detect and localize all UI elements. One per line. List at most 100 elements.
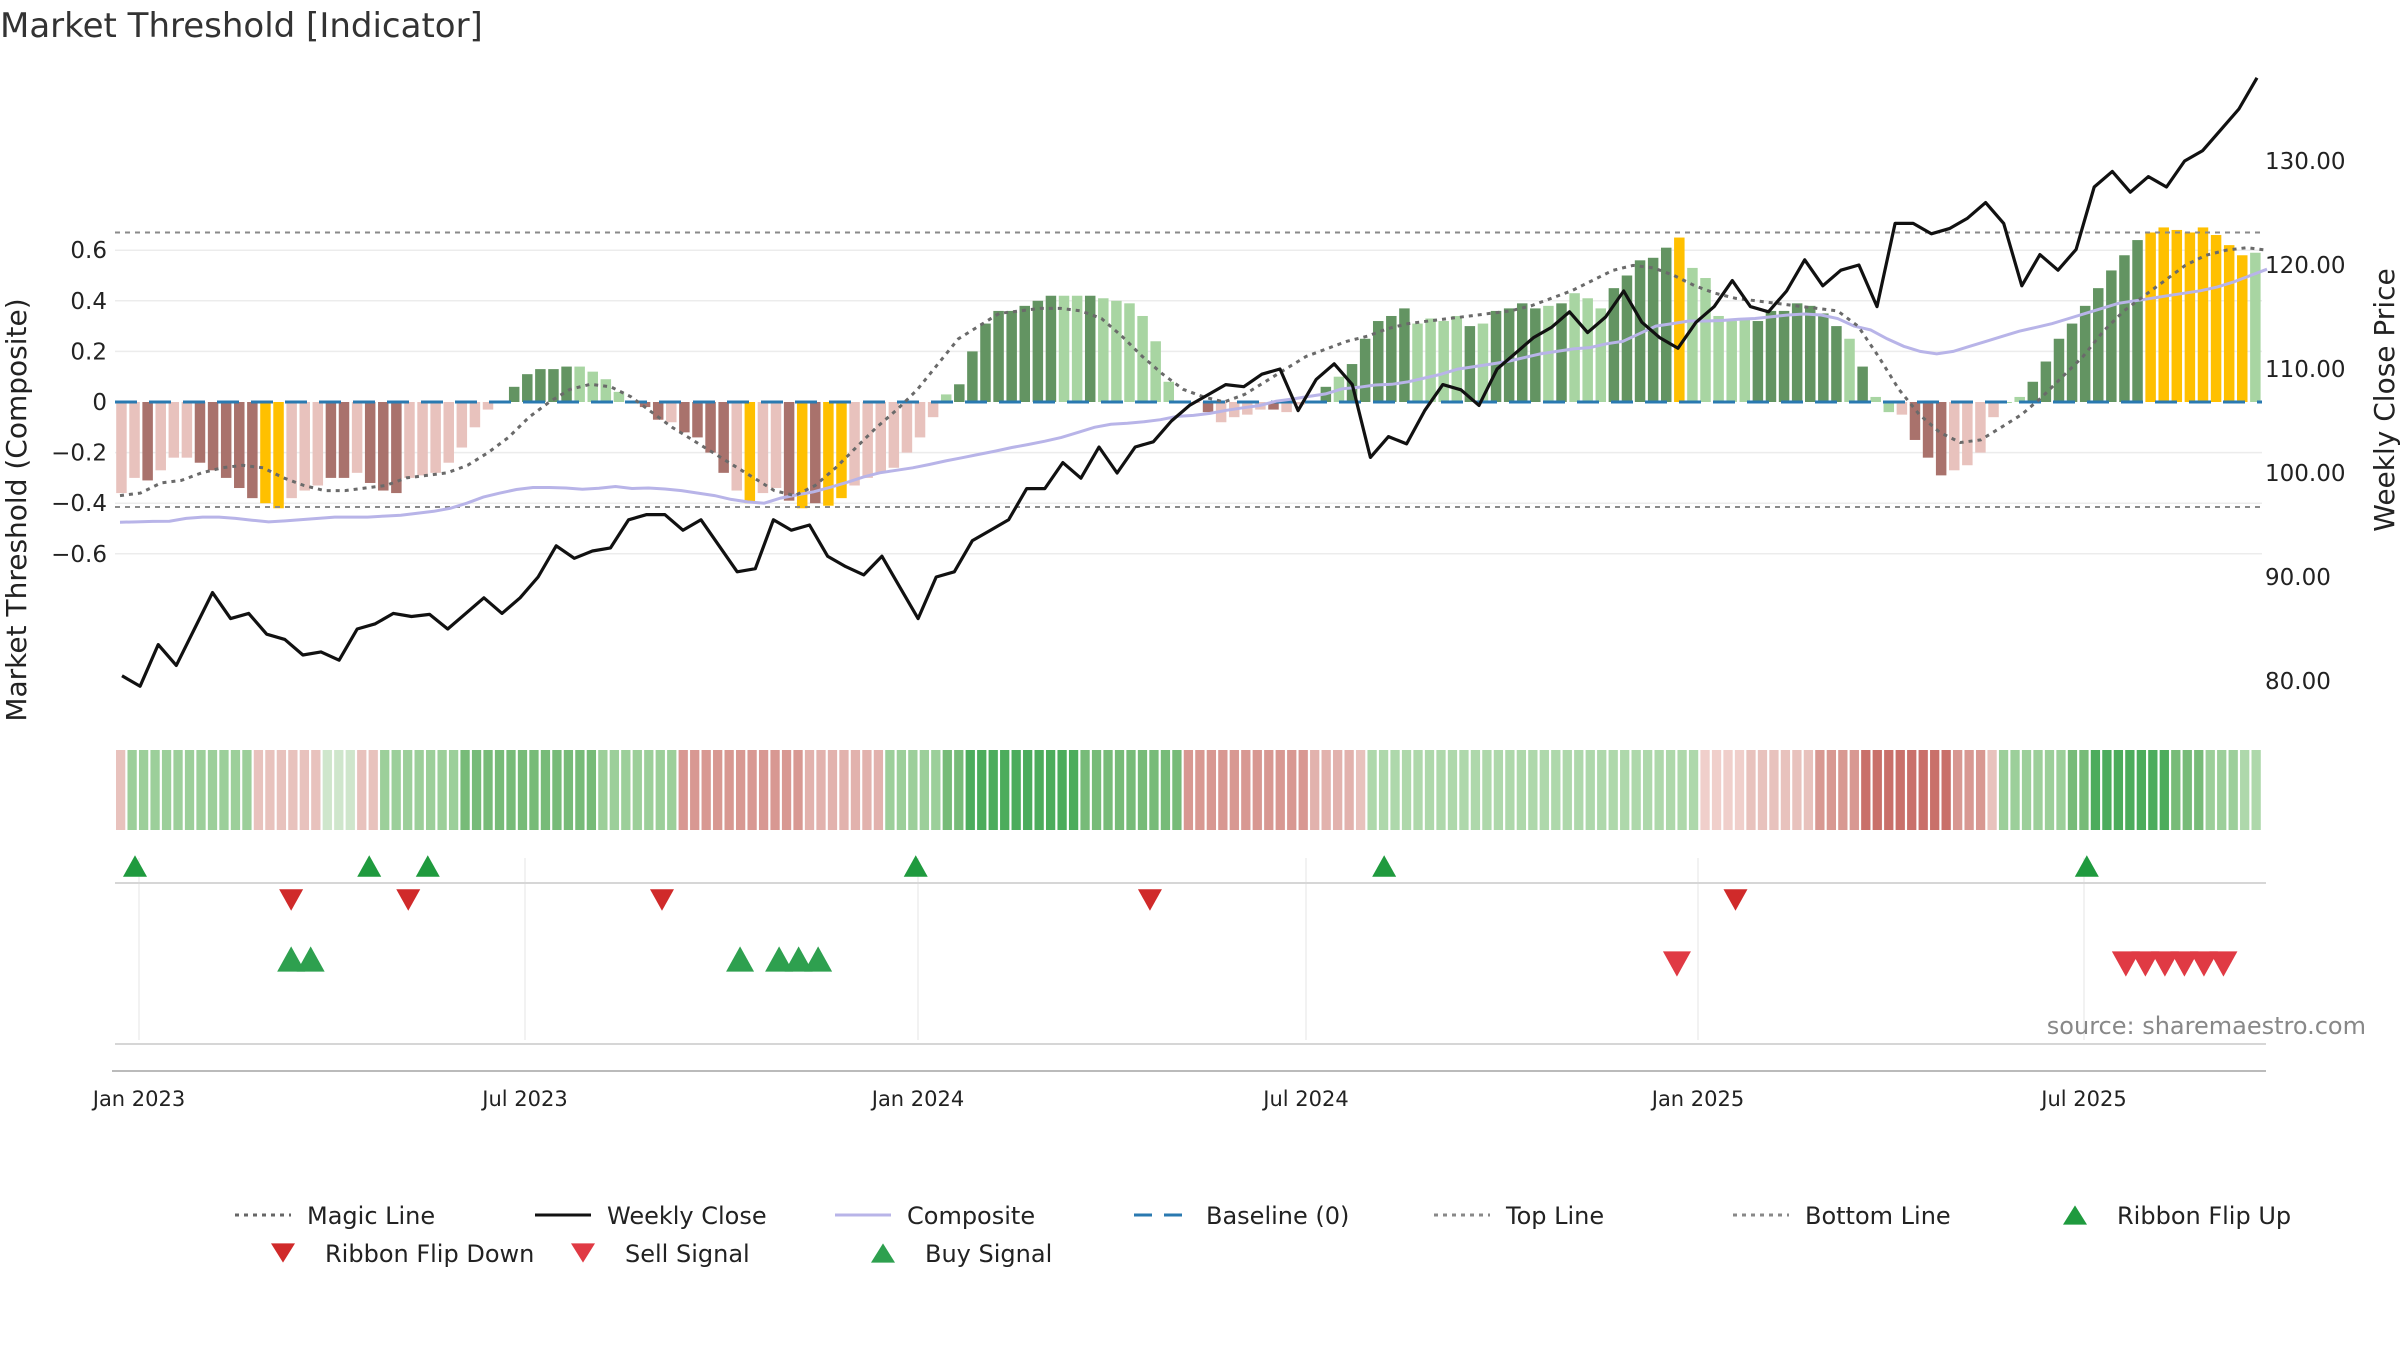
composite-bar xyxy=(1804,305,1816,402)
ribbon-segment xyxy=(2148,750,2158,830)
ribbon-segment xyxy=(380,750,390,830)
ribbon-segment xyxy=(2240,750,2250,830)
composite-bar xyxy=(666,402,677,423)
composite-bar xyxy=(679,402,690,433)
ribbon-segment xyxy=(931,750,941,830)
ribbon-segment xyxy=(425,750,436,830)
ribbon-segment xyxy=(150,750,160,830)
ribbon-segment xyxy=(2205,750,2215,830)
composite-bar xyxy=(718,402,729,473)
composite-bar xyxy=(1700,278,1711,402)
composite-bar xyxy=(744,402,756,504)
ribbon-segment xyxy=(1310,750,1320,830)
ribbon-segment xyxy=(988,750,998,830)
composite-bar xyxy=(1582,298,1593,402)
left-tick-label: 0.4 xyxy=(70,289,107,315)
main-plot-area: 0.6 0.4 0.2 0 −0.2 −0.4 −0.6 130.00 120.00 110.0… xyxy=(51,76,2345,695)
reference-lines xyxy=(115,231,2262,508)
ribbon-segment xyxy=(873,750,884,830)
composite-bar xyxy=(207,402,219,471)
ribbon-segment xyxy=(1700,750,1710,830)
left-tick-label: −0.6 xyxy=(51,542,107,568)
ribbon-segment xyxy=(1953,750,1963,830)
source-note: source: sharemaestro.com xyxy=(2047,1012,2366,1040)
composite-bar xyxy=(993,310,1004,402)
legend-marker xyxy=(571,1243,595,1263)
right-tick-label: 130.00 xyxy=(2265,149,2345,175)
composite-bar xyxy=(692,402,703,438)
ribbon-segment xyxy=(1493,750,1504,830)
ribbon-segment xyxy=(2033,750,2043,830)
legend-label: Weekly Close xyxy=(607,1202,767,1230)
ribbon-segment xyxy=(1528,750,1538,830)
composite-bar xyxy=(1202,402,1214,413)
ribbon-segment xyxy=(1780,750,1791,830)
weekly-close-line xyxy=(121,76,2259,688)
ribbon-segment xyxy=(1470,750,1481,830)
composite-bar xyxy=(862,402,873,478)
composite-bar xyxy=(2158,227,2169,402)
ribbon-segment xyxy=(2171,750,2181,830)
ribbon-segment xyxy=(494,750,505,830)
composite-bar xyxy=(914,402,926,438)
series-lines xyxy=(119,76,2268,688)
ribbon-segment xyxy=(242,750,252,830)
ribbon-flip-up-marker xyxy=(357,855,382,877)
ribbon-segment xyxy=(1172,750,1182,830)
composite-bar xyxy=(1111,300,1122,402)
ribbon-segment xyxy=(1126,750,1136,830)
buy-signal-marker xyxy=(765,946,794,972)
ribbon-flip-up-marker xyxy=(415,855,440,877)
composite-bar xyxy=(980,323,991,402)
ribbon-segment xyxy=(311,750,321,830)
ribbon-segment xyxy=(954,750,964,830)
ribbon-segment xyxy=(1183,750,1194,830)
composite-bar xyxy=(561,366,572,402)
legend-label: Bottom Line xyxy=(1805,1202,1951,1230)
ribbon-segment xyxy=(1447,750,1458,830)
ribbon-segment xyxy=(1459,750,1469,830)
ribbon-segment xyxy=(1769,750,1779,830)
composite-bar xyxy=(1844,338,1855,402)
composite-bar xyxy=(351,402,363,473)
ribbon-segment xyxy=(1252,750,1262,830)
composite-bar xyxy=(364,402,376,483)
composite-bar xyxy=(456,402,468,448)
composite-bar xyxy=(312,402,324,486)
composite-bar xyxy=(1372,321,1384,402)
legend-marker xyxy=(271,1243,295,1263)
legend-label: Buy Signal xyxy=(925,1240,1052,1268)
ribbon-segment xyxy=(1998,750,2009,830)
legend-label: Ribbon Flip Up xyxy=(2117,1202,2291,1230)
ribbon-segment xyxy=(1149,750,1159,830)
ribbon-segment xyxy=(219,750,229,830)
legend-label: Sell Signal xyxy=(625,1240,750,1268)
composite-bar xyxy=(2171,229,2183,402)
ribbon-segment xyxy=(276,750,287,830)
right-tick-label: 80.00 xyxy=(2265,669,2331,695)
ribbon-segment xyxy=(230,750,241,830)
composite-bar xyxy=(1870,396,1881,402)
composite-bar xyxy=(2132,240,2143,402)
ribbon-segment xyxy=(1539,750,1549,830)
ribbon-segment xyxy=(1688,750,1699,830)
left-tick-label: −0.2 xyxy=(51,441,107,467)
ribbon-segment xyxy=(2159,750,2169,830)
sell-signal-marker xyxy=(2111,951,2140,977)
composite-bar xyxy=(954,384,965,402)
sell-signal-marker xyxy=(2150,951,2179,977)
ribbon-segment xyxy=(1229,750,1239,830)
composite-bar xyxy=(299,402,310,491)
ribbon-segment xyxy=(253,750,264,830)
composite-bar xyxy=(757,402,769,494)
trend-ribbon xyxy=(116,750,2261,830)
ribbon-segment xyxy=(2136,750,2146,830)
composite-bar xyxy=(823,402,834,506)
ribbon-segment xyxy=(1711,750,1722,830)
buy-signal-marker xyxy=(277,946,306,972)
composite-bar xyxy=(1412,323,1423,402)
composite-bar xyxy=(1359,338,1371,402)
composite-bar xyxy=(1687,267,1698,402)
ribbon-segment xyxy=(563,750,574,830)
